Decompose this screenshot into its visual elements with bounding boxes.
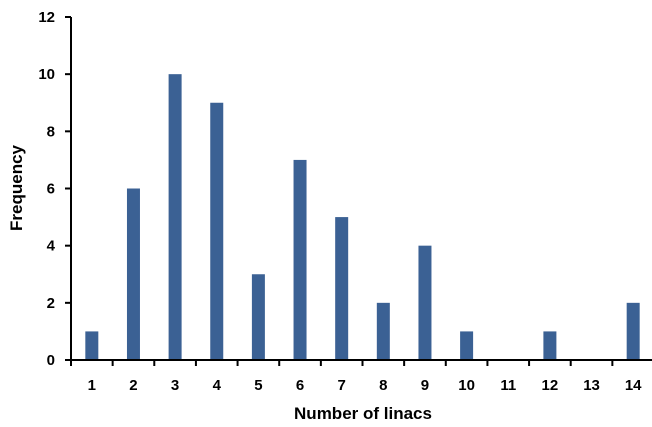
x-tick-label: 14 (625, 377, 642, 394)
y-tick-label: 4 (47, 238, 56, 255)
bar-14 (626, 302, 640, 360)
bar-7 (335, 217, 349, 360)
bar-5 (251, 274, 265, 360)
bar-4 (210, 102, 224, 360)
x-tick-label: 1 (88, 377, 96, 394)
bar-3 (168, 74, 182, 361)
x-tick-label: 8 (379, 377, 387, 394)
y-tick-label: 2 (47, 295, 55, 312)
x-tick-label: 7 (338, 377, 346, 394)
bar-2 (126, 188, 140, 360)
y-tick-label: 6 (47, 181, 55, 198)
y-tick-label: 12 (38, 9, 55, 26)
x-tick-label: 12 (542, 377, 559, 394)
y-tick-label: 10 (38, 66, 55, 83)
x-tick-labels: 1 2 3 4 5 6 7 8 9 10 11 12 13 14 (88, 377, 643, 394)
bar-9 (418, 245, 432, 360)
bar-10 (460, 331, 474, 360)
x-tick-label: 13 (583, 377, 600, 394)
axes-group (65, 16, 652, 366)
x-axis-title: Number of linacs (294, 404, 432, 423)
x-tick-label: 5 (254, 377, 262, 394)
x-tick-label: 3 (171, 377, 179, 394)
x-tick-label: 9 (421, 377, 429, 394)
y-tick-label: 8 (47, 123, 55, 140)
x-tick-label: 10 (458, 377, 475, 394)
y-tick-labels: 0 2 4 6 8 10 12 (38, 9, 55, 369)
x-tick-label: 11 (500, 377, 516, 394)
bar-12 (543, 331, 557, 360)
y-tick-label: 0 (47, 352, 55, 369)
y-axis-title: Frequency (7, 144, 26, 231)
bars-group (85, 74, 640, 361)
x-tick-label: 6 (296, 377, 304, 394)
bar-8 (376, 302, 390, 360)
x-tick-label: 4 (213, 377, 222, 394)
x-tick-label: 2 (129, 377, 137, 394)
bar-6 (293, 159, 307, 360)
bar-1 (85, 331, 99, 360)
